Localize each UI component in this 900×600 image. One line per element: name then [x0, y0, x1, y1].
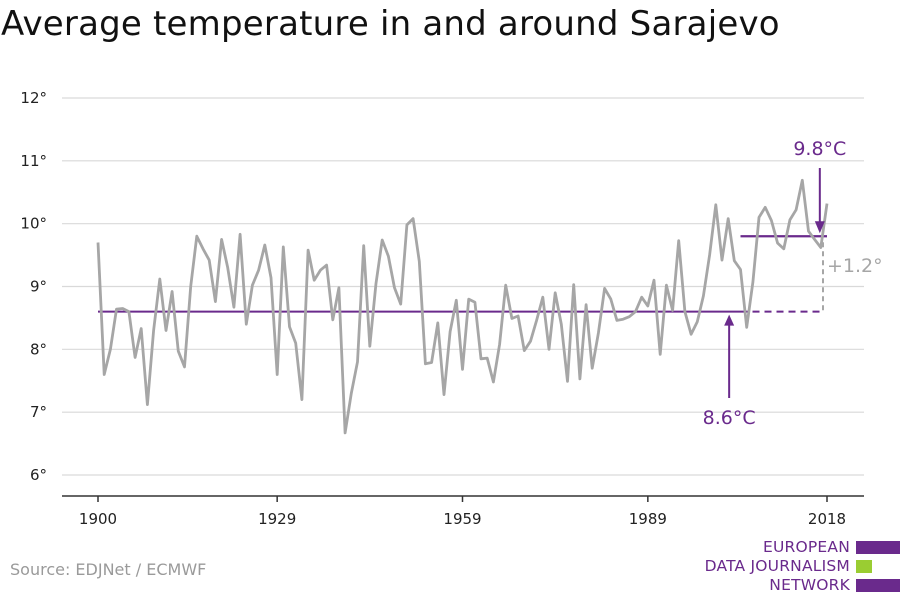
y-tick-label: 10°	[20, 215, 47, 233]
temperature-series-line	[96, 178, 829, 435]
logo-bar-2	[856, 560, 872, 573]
baseline-label: 8.6°C	[703, 407, 756, 429]
y-tick-label: 11°	[20, 152, 47, 170]
logo-bar-1	[856, 541, 900, 554]
logo-bar-3	[856, 579, 900, 592]
y-tick-label: 12°	[20, 89, 47, 107]
increase-label: +1.2°	[827, 255, 883, 277]
logo-line-2: DATA JOURNALISM	[704, 557, 850, 575]
y-axis-tick-labels: 6° 7° 8° 9° 10° 11° 12°	[20, 89, 47, 484]
y-tick-label: 7°	[30, 403, 47, 421]
x-tick-label: 1929	[258, 510, 296, 528]
x-tick-label: 1900	[79, 510, 117, 528]
edjnet-logo: EUROPEAN DATA JOURNALISM NETWORK	[700, 538, 900, 594]
x-tick-label: 1959	[443, 510, 481, 528]
baseline-arrow-head	[724, 314, 735, 326]
annotations: 8.6°C 9.8°C +1.2°	[703, 138, 883, 429]
chart-title: Average temperature in and around Saraje…	[1, 4, 780, 44]
source-note: Source: EDJNet / ECMWF	[10, 560, 207, 579]
reference-lines	[98, 235, 827, 313]
logo-line-3: NETWORK	[769, 576, 850, 594]
x-tick-label: 1989	[629, 510, 667, 528]
y-tick-label: 6°	[30, 466, 47, 484]
y-tick-label: 9°	[30, 278, 47, 296]
recent-arrow-head	[814, 221, 825, 234]
x-axis-ticks: 1900 1929 1959 1989 2018	[79, 496, 846, 528]
line-chart: 6° 7° 8° 9° 10° 11° 12° 1900 1929 1959 1989 2018 8…	[20, 89, 883, 528]
recent-label: 9.8°C	[793, 138, 846, 160]
y-tick-label: 8°	[30, 340, 47, 358]
x-tick-label: 2018	[808, 510, 846, 528]
logo-line-1: EUROPEAN	[762, 538, 850, 556]
